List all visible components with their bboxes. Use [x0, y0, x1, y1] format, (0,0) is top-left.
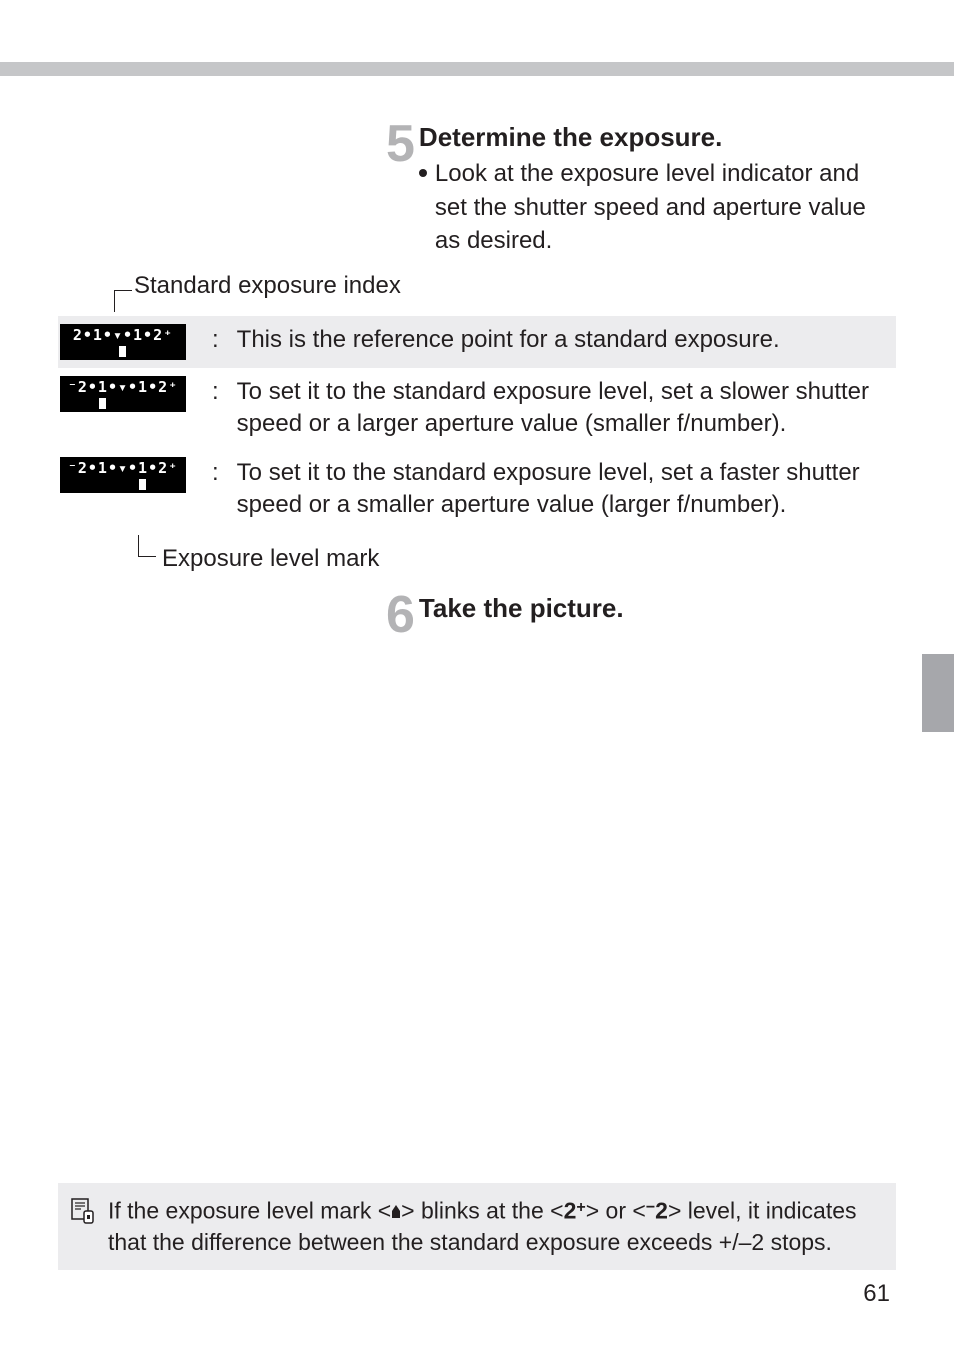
- step-6: 6 Take the picture.: [386, 589, 896, 641]
- note-part: 2: [655, 1198, 668, 1224]
- footer: If the exposure level mark < > blinks at …: [58, 1183, 896, 1308]
- marker-icon: [119, 346, 126, 357]
- scale-row: ⁻2•1•▾•1•2⁺: To set it to the standard ex…: [58, 368, 896, 449]
- note-box: If the exposure level mark < > blinks at …: [58, 1183, 896, 1270]
- scale-row: ⁻2•1•▾•1•2⁺: To set it to the standard ex…: [58, 449, 896, 530]
- note-text: If the exposure level mark < > blinks at …: [108, 1195, 884, 1258]
- scale-display: ⁻2•1•▾•1•2⁺: [60, 459, 186, 477]
- scale-display: 2•1•▾•1•2⁺: [60, 326, 186, 344]
- exposure-scale-icon: ⁻2•1•▾•1•2⁺: [60, 376, 186, 412]
- marker-icon: [391, 1203, 401, 1219]
- exposure-scale-icon: 2•1•▾•1•2⁺: [60, 324, 186, 360]
- scale-description: This is the reference point for a standa…: [237, 324, 896, 356]
- step-5-bullet: Look at the exposure level indicator and…: [419, 157, 896, 258]
- scale-display: ⁻2•1•▾•1•2⁺: [60, 378, 186, 396]
- bullet-icon: [419, 169, 427, 177]
- note-icon: [70, 1197, 94, 1225]
- step-6-body: Take the picture.: [419, 589, 896, 628]
- scale-rows: 2•1•▾•1•2⁺: This is the reference point f…: [58, 316, 896, 530]
- colon: :: [212, 324, 219, 356]
- header-bar: [0, 62, 954, 76]
- step-5: 5 Determine the exposure. Look at the ex…: [386, 118, 896, 258]
- minus-icon: −: [646, 1199, 655, 1216]
- marker-icon: [139, 479, 146, 490]
- label-exposure-level-mark: Exposure level mark: [58, 535, 896, 563]
- step-5-title: Determine the exposure.: [419, 122, 896, 153]
- label-standard-exposure-index: Standard exposure index: [58, 284, 896, 312]
- page-number: 61: [58, 1280, 896, 1308]
- section-tab: [922, 654, 954, 732]
- plus-icon: +: [576, 1199, 585, 1216]
- callout-line-icon: [138, 535, 156, 557]
- colon: :: [212, 376, 219, 408]
- step-6-title: Take the picture.: [419, 593, 896, 624]
- note-part: > blinks at the <: [401, 1198, 563, 1224]
- step-5-body: Determine the exposure. Look at the expo…: [419, 118, 896, 258]
- colon: :: [212, 457, 219, 489]
- main-content: 5 Determine the exposure. Look at the ex…: [58, 118, 896, 649]
- step-5-text: Look at the exposure level indicator and…: [435, 157, 896, 258]
- step-6-number: 6: [386, 589, 415, 641]
- note-part: > or <: [586, 1198, 646, 1224]
- label-top-text: Standard exposure index: [134, 272, 401, 300]
- callout-line-icon: [114, 290, 132, 312]
- note-part: If the exposure level mark <: [108, 1198, 391, 1224]
- step-5-number: 5: [386, 118, 415, 170]
- scale-description: To set it to the standard exposure level…: [237, 376, 896, 441]
- exposure-scale-icon: ⁻2•1•▾•1•2⁺: [60, 457, 186, 493]
- scale-description: To set it to the standard exposure level…: [237, 457, 896, 522]
- label-bottom-text: Exposure level mark: [162, 545, 379, 573]
- marker-icon: [99, 398, 106, 409]
- scale-row: 2•1•▾•1•2⁺: This is the reference point f…: [58, 316, 896, 368]
- note-part: 2: [564, 1198, 577, 1224]
